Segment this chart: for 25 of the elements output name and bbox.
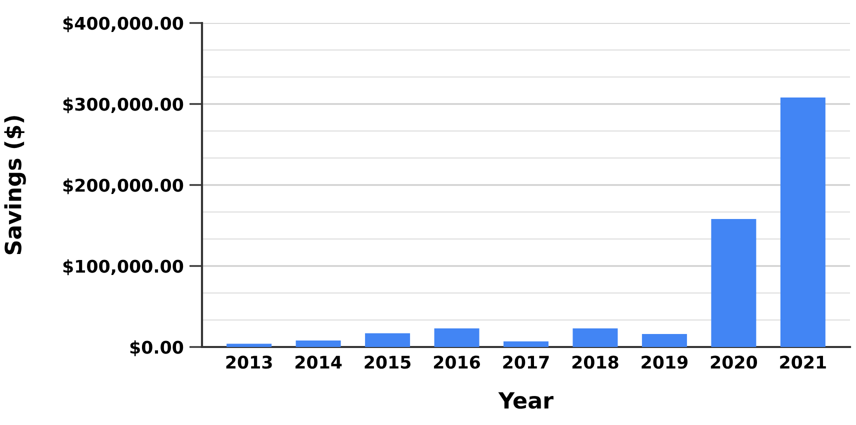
x-tick-label: 2015 (364, 356, 410, 369)
x-tick-label: 2018 (572, 356, 618, 369)
bar (296, 340, 341, 347)
bar (365, 333, 410, 347)
x-tick-label: 2016 (434, 356, 480, 369)
bar (434, 328, 480, 347)
y-tick-label: $200,000.00 (63, 178, 184, 194)
x-tick-label: 2017 (503, 356, 549, 369)
y-tick-label: $0.00 (130, 340, 184, 356)
x-tick-label: 2014 (296, 356, 342, 369)
bar (572, 328, 618, 347)
x-tick-label: 2020 (710, 356, 758, 369)
x-axis-title: Year (498, 392, 554, 409)
x-tick-label: 2013 (226, 356, 272, 369)
bar (780, 98, 826, 347)
bar (711, 219, 756, 347)
x-tick-label: 2021 (780, 356, 826, 369)
y-tick-label: $400,000.00 (63, 16, 184, 32)
bar (226, 344, 272, 347)
y-tick-label: $300,000.00 (63, 97, 184, 114)
bar (504, 341, 548, 347)
y-axis-title: Savings ($) (4, 116, 26, 254)
x-tick-label: 2019 (642, 356, 688, 369)
y-tick-label: $100,000.00 (63, 259, 184, 276)
bar (642, 334, 687, 347)
